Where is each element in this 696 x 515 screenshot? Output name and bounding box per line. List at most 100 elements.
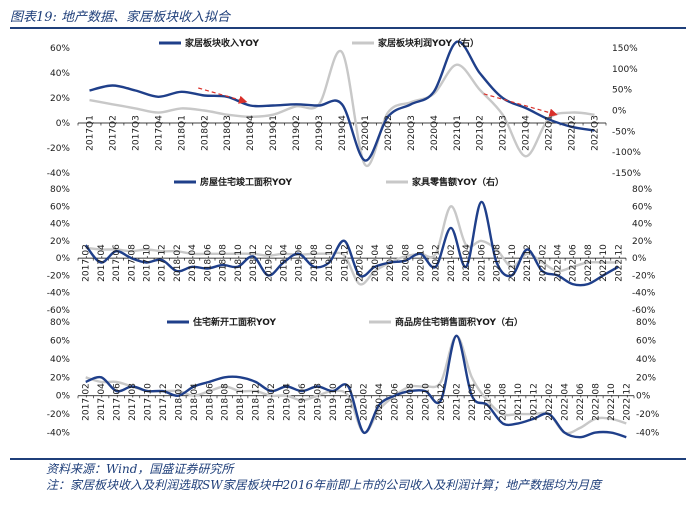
y-left-tick-label: 0%: [56, 392, 71, 402]
x-tick-label: 2018Q1: [177, 115, 187, 151]
x-tick-label: 2017-02: [82, 244, 92, 282]
x-tick-label: 2022-04: [561, 383, 571, 421]
y-right-tick-label: -50%: [612, 127, 636, 137]
y-left-tick-label: -40%: [47, 169, 71, 179]
x-tick-label: 2020Q2: [384, 115, 394, 151]
x-tick-label: 2018-04: [188, 244, 198, 282]
x-tick-label: 2019Q3: [315, 115, 325, 151]
x-tick-label: 2018Q2: [200, 115, 210, 151]
figure-title: 图表19: 地产数据、家居板块收入拟合: [10, 10, 231, 25]
x-tick-label: 2021-06: [477, 244, 487, 282]
x-tick-label: 2018-06: [205, 383, 215, 421]
y-right-tick-label: 50%: [612, 86, 632, 96]
y-left-tick-label: -60%: [47, 306, 71, 316]
x-tick-label: 2021-02: [452, 383, 462, 421]
chart-panel-2: 80% 60% 40% 20% 0% -20% -40% -60% 80% 60% 40% 20% 0%…: [47, 176, 656, 316]
x-tick-label: 2019-10: [325, 244, 335, 282]
x-tick-label: 2019-06: [298, 383, 308, 421]
trend-arrow: [483, 93, 558, 117]
x-tick-label: 2018-04: [190, 383, 200, 421]
legend-label: 住宅新开工面积YOY: [193, 316, 277, 328]
series-line-primary: [85, 334, 627, 439]
x-tick-label: 2017-10: [144, 383, 154, 421]
series-line-secondary: [85, 334, 627, 435]
x-tick-label: 2017Q4: [154, 115, 164, 151]
y-right-tick-label: -100%: [612, 148, 641, 158]
source-note: 资料来源：Wind，国盛证券研究所: [46, 462, 234, 476]
x-tick-label: 2022-04: [554, 244, 564, 282]
x-tick-label: 2020Q1: [361, 115, 371, 151]
x-tick-label: 2021-08: [493, 244, 503, 282]
x-tick-label: 2019-12: [340, 244, 350, 282]
x-tick-label: 2020-08: [406, 383, 416, 421]
x-tick-label: 2021-12: [530, 383, 540, 421]
x-tick-label: 2018-06: [203, 244, 213, 282]
x-tick-label: 2022Q1: [545, 115, 555, 151]
x-tick-label: 2021Q4: [522, 115, 532, 151]
x-tick-label: 2020-04: [371, 244, 381, 282]
x-tick-label: 2022-06: [569, 244, 579, 282]
y-right-tick-label: 100%: [612, 65, 638, 75]
y-left-tick-label: 60%: [50, 336, 70, 346]
y-left-tick-label: 0%: [56, 119, 71, 129]
x-tick-label: 2017-08: [127, 244, 137, 282]
x-tick-label: 2017Q3: [131, 115, 141, 151]
y-right-tick-label: 20%: [636, 373, 656, 383]
title-rule: [10, 27, 686, 29]
x-tick-label: 2019-02: [267, 383, 277, 421]
x-tick-label: 2017-06: [112, 244, 122, 282]
x-tick-label: 2022-08: [591, 383, 601, 421]
y-right-tick-label: 0%: [632, 254, 647, 264]
x-tick-label: 2019-04: [280, 244, 290, 282]
y-left-tick-label: -20%: [47, 144, 71, 154]
x-tick-label: 2017-08: [128, 383, 138, 421]
x-tick-label: 2019-08: [313, 383, 323, 421]
x-tick-label: 2019-06: [295, 244, 305, 282]
series-line-secondary: [89, 49, 595, 168]
y-left-tick-label: -40%: [47, 429, 71, 439]
y-right-tick-label: 60%: [636, 336, 656, 346]
legend-label: 家具零售额YOY（右）: [412, 176, 504, 188]
y-left-tick-label: 20%: [50, 237, 70, 247]
chart-panel-1: 60% 40% 20% 0% -20% -40% 150% 100% 50% 0% -50% -100…: [47, 37, 642, 179]
legend-label: 家居板块收入YOY: [185, 37, 260, 49]
x-tick-label: 2019-02: [264, 244, 274, 282]
y-left-tick-label: 40%: [50, 220, 70, 230]
x-tick-label: 2018-02: [173, 244, 183, 282]
x-tick-label: 2020-12: [432, 244, 442, 282]
x-tick-label: 2022-12: [614, 244, 624, 282]
x-tick-label: 2021-10: [508, 244, 518, 282]
x-tick-label: 2017-04: [97, 244, 107, 282]
y-left-tick-label: 40%: [50, 355, 70, 365]
x-tick-label: 2022-10: [599, 244, 609, 282]
x-tick-label: 2020Q3: [407, 115, 417, 151]
x-tick-label: 2022-02: [538, 244, 548, 282]
x-tick-label: 2020Q4: [430, 115, 440, 151]
x-tick-label: 2017-02: [82, 383, 92, 421]
x-tick-label: 2018-10: [236, 383, 246, 421]
y-left-tick-label: 20%: [50, 373, 70, 383]
x-tick-label: 2019Q1: [269, 115, 279, 151]
y-right-tick-label: 0%: [636, 392, 651, 402]
y-left-tick-label: 60%: [50, 202, 70, 212]
x-tick-label: 2019-12: [344, 383, 354, 421]
x-tick-label: 2018-02: [174, 383, 184, 421]
y-left-tick-label: -20%: [47, 410, 71, 420]
x-tick-label: 2022-06: [576, 383, 586, 421]
x-tick-label: 2017-06: [113, 383, 123, 421]
footnote: 注：家居板块收入及利润选取SW家居板块中2016年前即上市的公司收入及利润计算；…: [46, 478, 602, 492]
x-tick-label: 2021-12: [523, 244, 533, 282]
trend-arrow: [198, 87, 248, 104]
legend-label: 商品房住宅销售面积YOY（右）: [395, 316, 523, 328]
y-right-tick-label: 80%: [632, 185, 652, 195]
x-tick-label: 2018Q3: [223, 115, 233, 151]
x-tick-label: 2020-08: [401, 244, 411, 282]
series-line-secondary: [85, 205, 619, 286]
y-right-tick-label: 60%: [632, 202, 652, 212]
x-tick-label: 2020-04: [375, 383, 385, 421]
x-tick-label: 2017Q2: [108, 115, 118, 151]
x-tick-label: 2021-08: [499, 383, 509, 421]
x-tick-label: 2017-04: [97, 383, 107, 421]
x-tick-label: 2022-12: [622, 383, 632, 421]
